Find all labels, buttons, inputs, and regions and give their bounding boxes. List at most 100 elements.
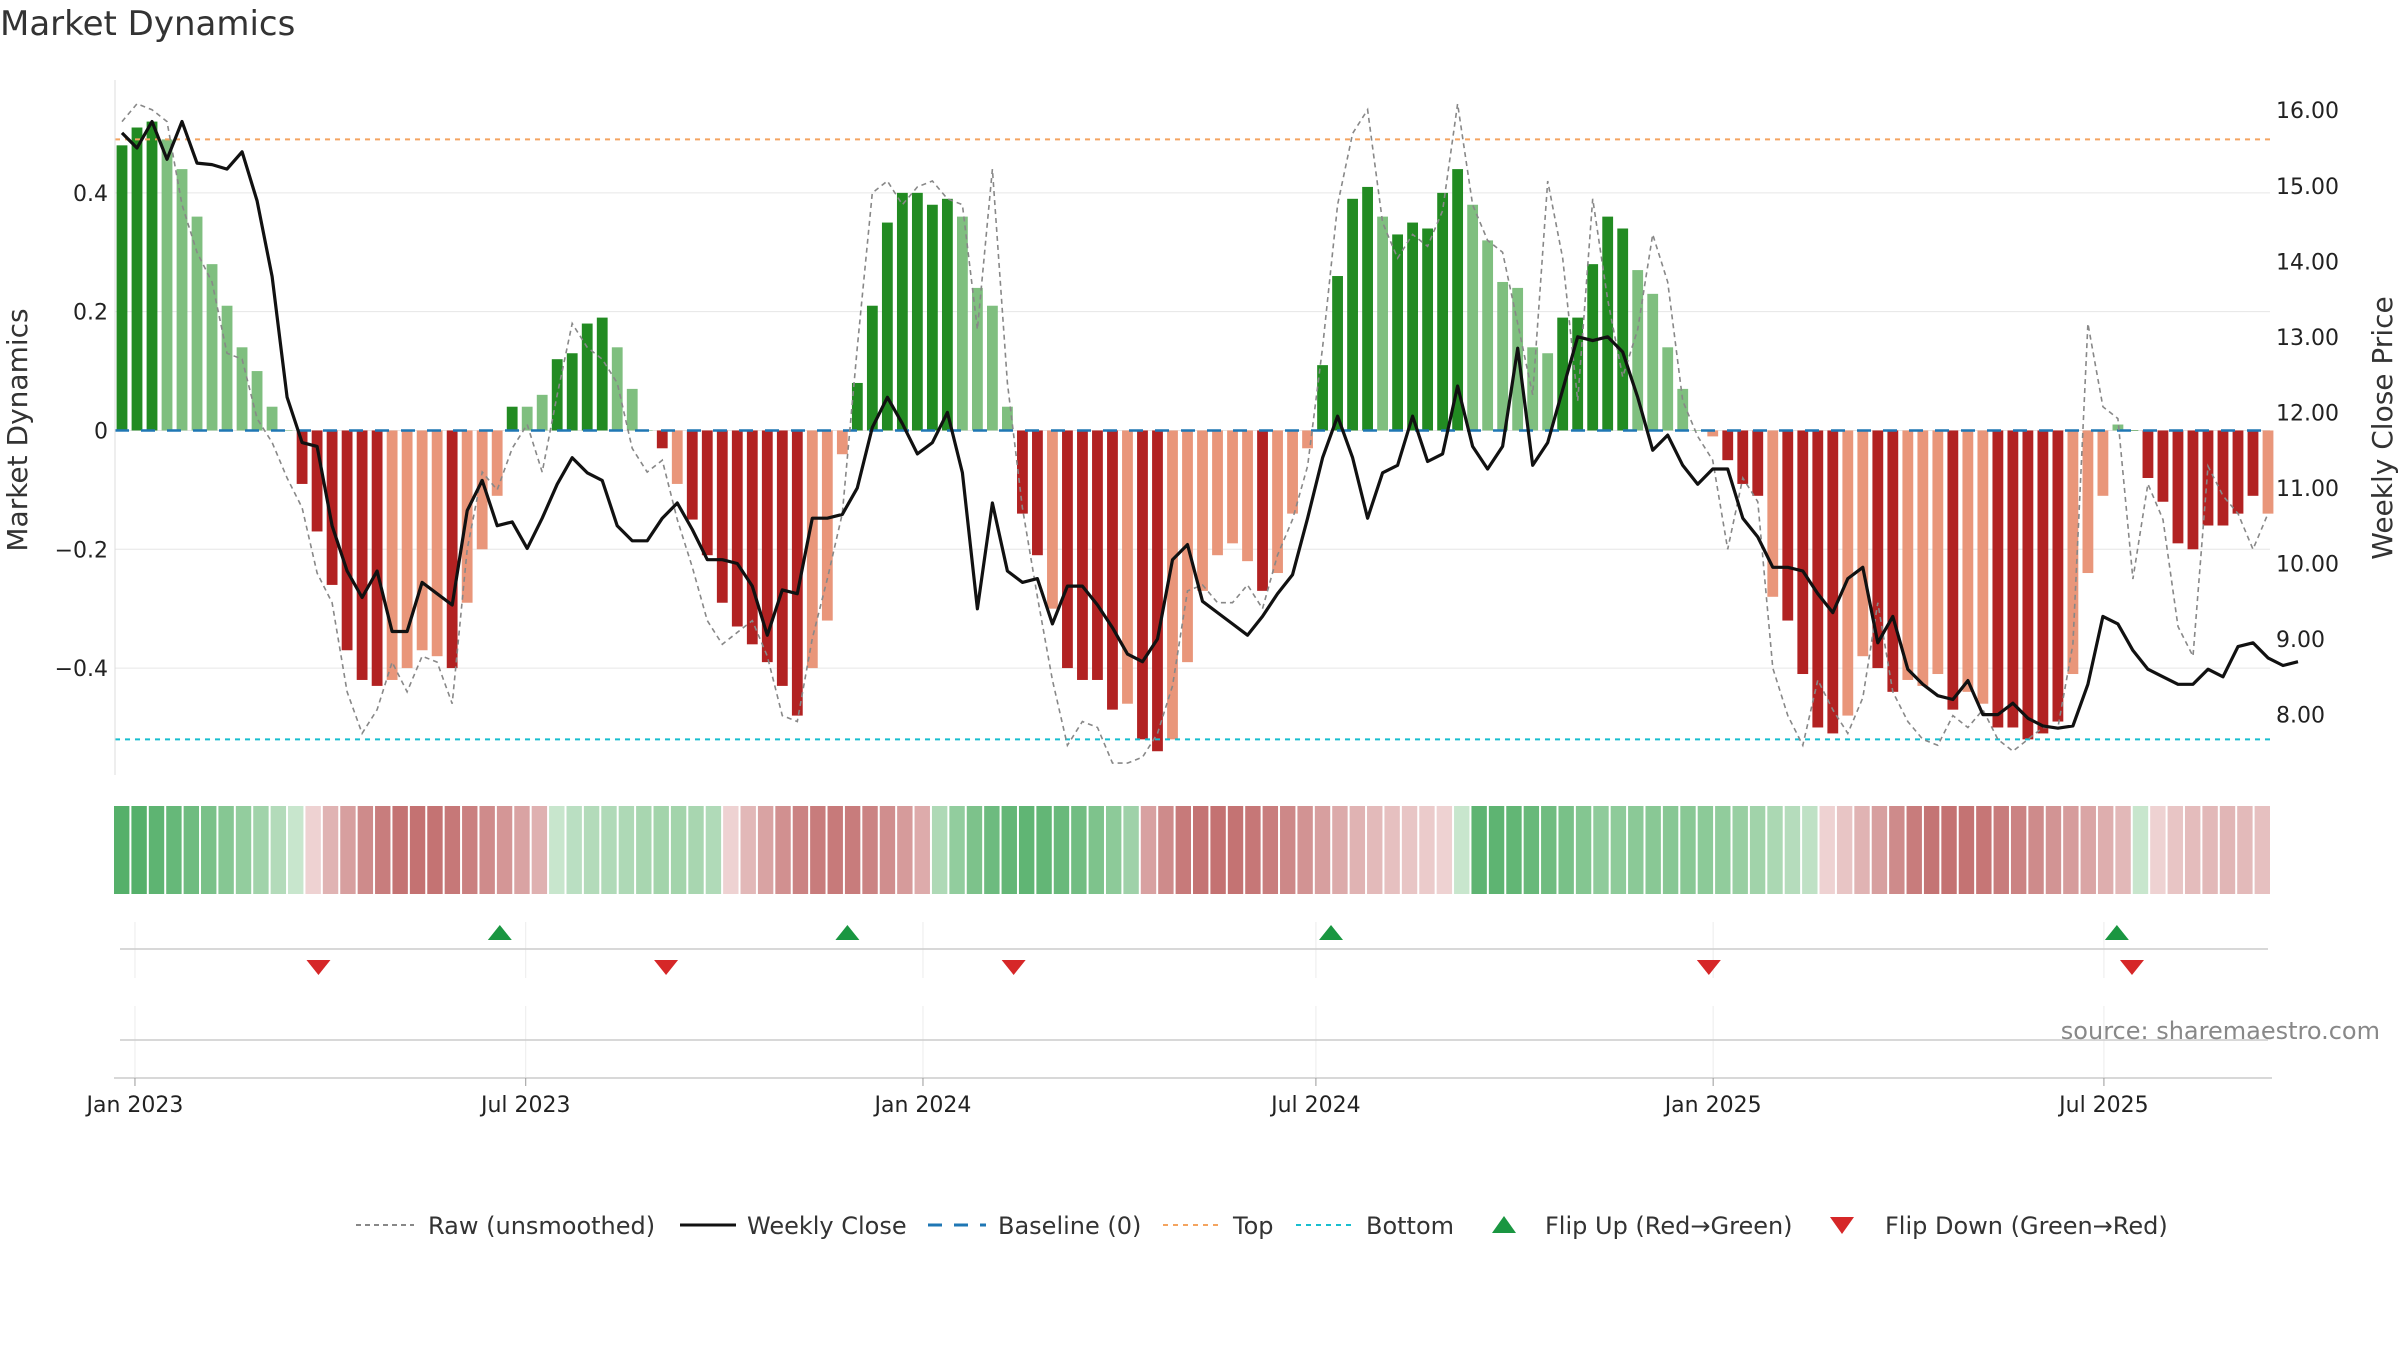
regime-cell: [514, 806, 530, 894]
bar: [191, 216, 203, 431]
bar: [896, 192, 908, 431]
regime-cell: [810, 806, 826, 894]
right-tick-label: 9.00: [2276, 628, 2325, 653]
bar: [401, 430, 413, 669]
bar: [776, 430, 788, 686]
regime-cell: [1193, 806, 1209, 894]
bar: [281, 430, 293, 431]
regime-cell: [2150, 806, 2166, 894]
regime-cell: [1314, 806, 1331, 894]
bar: [2172, 430, 2184, 544]
regime-cell: [1941, 806, 1957, 894]
regime-cell: [392, 806, 408, 894]
regime-cell: [1767, 806, 1783, 894]
regime-cell: [409, 806, 426, 894]
regime-cell: [949, 806, 965, 894]
bar: [1572, 317, 1584, 431]
regime-cell: [1732, 806, 1748, 894]
bar: [971, 287, 983, 431]
regime-cell: [879, 806, 896, 894]
regime-cell: [1401, 806, 1418, 894]
bar: [2097, 430, 2109, 496]
bar: [1257, 430, 1268, 591]
bar: [2007, 430, 2019, 728]
regime-cell: [183, 806, 200, 894]
regime-cell: [1558, 806, 1574, 894]
regime-cell: [670, 806, 687, 894]
regime-cell: [1140, 806, 1157, 894]
right-tick-label: 11.00: [2276, 477, 2339, 502]
regime-cell: [1610, 806, 1627, 894]
legend: Raw (unsmoothed) Weekly Close Baseline (0)…: [356, 1212, 2168, 1240]
bar: [1872, 430, 1884, 669]
bar: [1932, 430, 1944, 675]
bar: [1137, 430, 1148, 740]
regime-cell: [496, 806, 513, 894]
bar: [1047, 430, 1058, 609]
legend-label: Weekly Close: [747, 1212, 907, 1240]
regime-cell: [1523, 806, 1540, 894]
legend-label: Raw (unsmoothed): [428, 1212, 655, 1240]
regime-cell: [2237, 806, 2253, 894]
regime-cell: [1367, 806, 1383, 894]
regime-cell: [2115, 806, 2131, 894]
bar: [1842, 430, 1854, 716]
regime-cell: [2167, 806, 2183, 894]
bar: [731, 430, 743, 627]
legend-label: Baseline (0): [998, 1212, 1141, 1240]
regime-cell: [1018, 806, 1035, 894]
regime-cell: [1001, 806, 1017, 894]
bar: [2067, 430, 2079, 675]
bar: [1077, 430, 1088, 680]
bar: [987, 305, 998, 431]
regime-cell: [1071, 806, 1087, 894]
regime-cell: [288, 806, 304, 894]
chart-title: Market Dynamics: [0, 4, 296, 44]
bar: [1092, 430, 1103, 680]
x-tick-label: Jan 2024: [873, 1093, 972, 1118]
raw-series-line: [121, 102, 2269, 764]
bar: [431, 430, 443, 657]
bar: [1407, 222, 1419, 431]
bar: [866, 305, 878, 431]
bar: [1857, 430, 1869, 657]
bar: [1977, 430, 1989, 704]
regime-cell: [2219, 806, 2236, 894]
regime-cell: [2080, 806, 2096, 894]
bar: [1227, 430, 1238, 544]
regime-cell: [601, 806, 617, 894]
x-tick-label: Jul 2023: [479, 1093, 571, 1118]
bar: [2142, 430, 2154, 478]
bar: [1317, 365, 1328, 431]
bar: [1332, 276, 1343, 431]
bar: [1452, 169, 1464, 431]
regime-cell: [618, 806, 635, 894]
regime-cell: [114, 806, 130, 894]
bar: [836, 430, 848, 455]
y-axis-label-right: Weekly Close Price: [2366, 296, 2399, 559]
bar: [2082, 430, 2094, 574]
bar: [1677, 388, 1689, 431]
y-axis-label-left: Market Dynamics: [1, 308, 34, 551]
axes-layer: 0.4 0.2 0 −0.2 −0.4 16.00 15.00 14.00 13.00 12.00…: [55, 80, 2339, 775]
regime-cell: [1053, 806, 1070, 894]
bar: [2232, 430, 2244, 514]
bar: [161, 139, 173, 431]
bar: [1797, 430, 1809, 675]
bar: [1722, 430, 1734, 461]
bar: [356, 430, 368, 680]
regime-cell: [1541, 806, 1557, 894]
regime-cell: [914, 806, 930, 894]
regime-cell: [1297, 806, 1313, 894]
bar: [1347, 198, 1358, 431]
bar: [1212, 430, 1223, 556]
bar: [176, 169, 188, 431]
bar: [716, 430, 728, 603]
bar: [566, 353, 578, 431]
regime-strip: [114, 806, 2270, 894]
regime-cell: [2097, 806, 2114, 894]
bar: [686, 430, 698, 520]
regime-cell: [218, 806, 234, 894]
bar: [581, 323, 593, 431]
regime-cell: [2063, 806, 2079, 894]
